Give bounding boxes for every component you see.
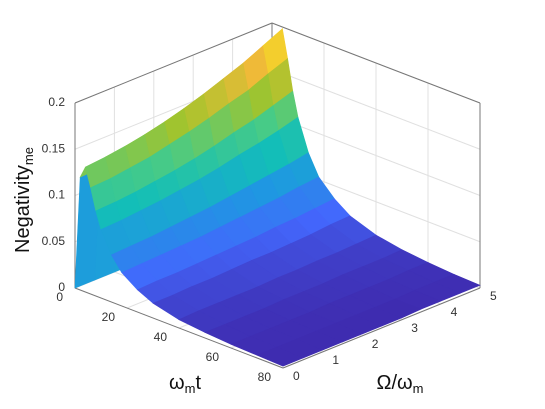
z-tick-label: 0.15 [42,141,66,155]
axis-line [282,287,481,369]
x-tick-label: 0 [56,290,63,304]
z-tick-label: 0.1 [48,188,65,202]
x-tick-label: 80 [258,370,272,384]
surface [74,27,481,367]
z-tick-label: 0 [58,280,65,294]
y-tick-label: 0 [293,369,300,383]
z-axis-title: Negativityme [12,147,36,253]
z-tick-label: 0.2 [48,95,65,109]
axis-line [74,22,273,104]
x-tick-label: 20 [102,310,116,324]
axis-line [74,287,284,369]
y-tick-label: 1 [332,353,339,367]
y-tick-label: 5 [490,289,497,303]
y-tick-label: 4 [451,305,458,319]
x-tick-label: 40 [154,330,168,344]
surface-patch [256,346,304,367]
x-tick-label: 60 [206,350,220,364]
z-tick-label: 0.05 [42,234,66,248]
y-axis-title: Ω/ωm [377,372,424,396]
x-axis-title: ωmt [169,372,201,396]
tick-labels: 0 20 40 60 80 0 1 2 3 4 5 0 0.05 0.1 0.15 0.2 [42,95,497,384]
y-tick-label: 2 [372,337,379,351]
y-tick-label: 3 [411,321,418,335]
axis-line [271,22,481,104]
